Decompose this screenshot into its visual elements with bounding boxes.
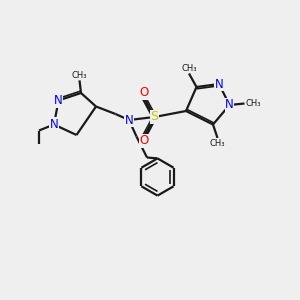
Text: N: N	[54, 94, 63, 107]
Text: CH₃: CH₃	[245, 99, 261, 108]
Text: N: N	[124, 113, 134, 127]
Text: CH₃: CH₃	[210, 139, 225, 148]
Text: N: N	[225, 98, 234, 112]
Text: CH₃: CH₃	[181, 64, 197, 73]
Text: N: N	[50, 118, 58, 131]
Text: N: N	[214, 77, 224, 91]
Text: O: O	[140, 86, 148, 100]
Text: S: S	[151, 110, 158, 124]
Text: O: O	[140, 134, 148, 148]
Text: CH₃: CH₃	[72, 70, 87, 80]
